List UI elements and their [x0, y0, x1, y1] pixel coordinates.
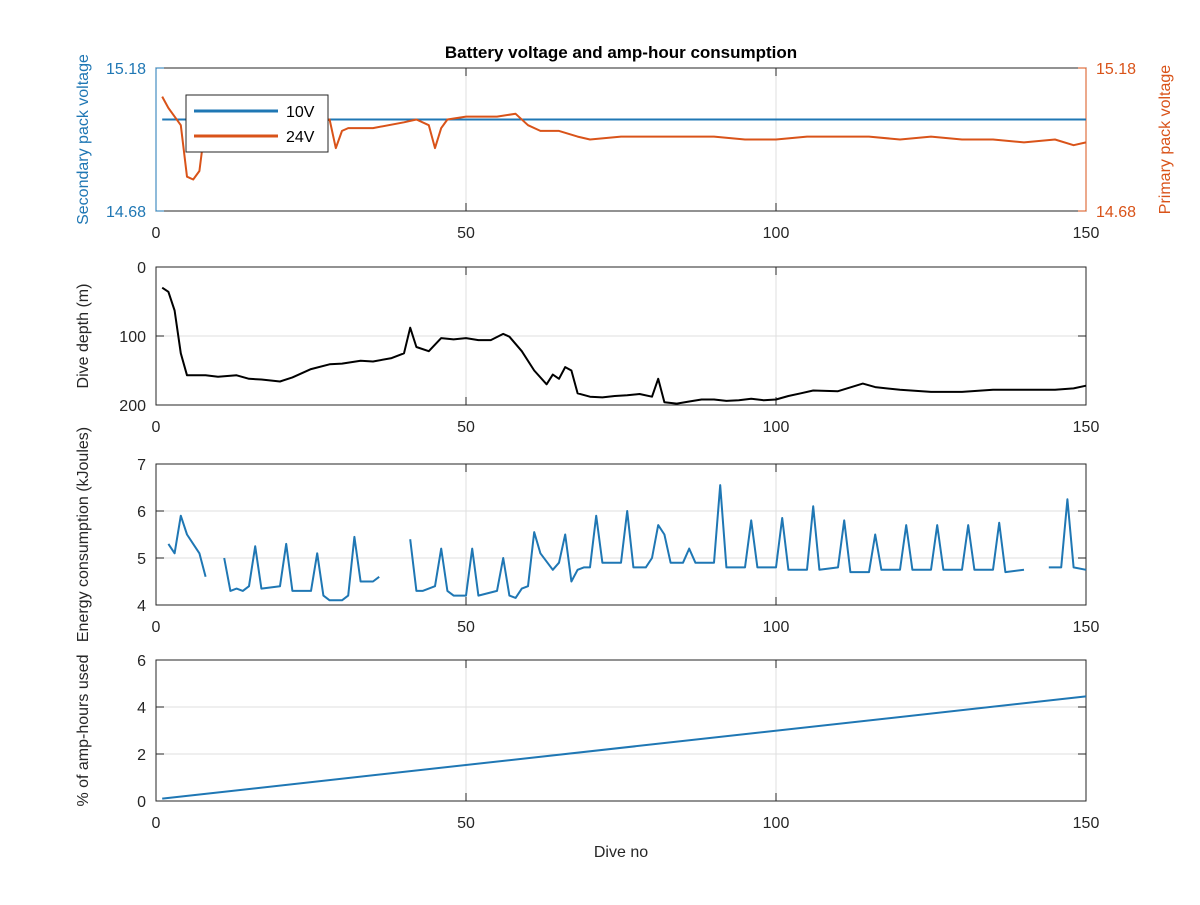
- subplot-2: 0 50 100 150 0 100 200 Dive depth (m): [75, 260, 1099, 436]
- x-tick-label: 50: [457, 619, 475, 636]
- series-line-series-1: [161, 286, 1087, 405]
- x-tick-label: 100: [763, 815, 790, 832]
- x-tick-label: 150: [1073, 619, 1100, 636]
- x-tick-label: 150: [1073, 815, 1100, 832]
- y2-tick-label: 15.18: [1096, 61, 1136, 78]
- y2-axis-label: Primary pack voltage: [1157, 65, 1174, 214]
- series-line-series-1: [162, 695, 1087, 800]
- x-tick-label: 0: [152, 419, 161, 436]
- y-tick-label: 200: [119, 398, 146, 415]
- y-tick-label: 0: [137, 260, 146, 277]
- legend-label-24v: 24V: [286, 129, 315, 146]
- y-tick-label: 5: [137, 551, 146, 568]
- y-tick-label: 100: [119, 329, 146, 346]
- y-axis-label: % of amp-hours used: [75, 654, 92, 806]
- x-tick-label: 150: [1073, 225, 1100, 242]
- legend-box: [185, 94, 329, 153]
- x-tick-label: 50: [457, 225, 475, 242]
- legend-label-10v: 10V: [286, 104, 315, 121]
- y-tick-label: 2: [137, 747, 146, 764]
- x-tick-label: 100: [763, 225, 790, 242]
- chart-title: Battery voltage and amp-hour consumption: [445, 43, 797, 62]
- y2-tick-label: 14.68: [1096, 204, 1136, 221]
- x-tick-label: 50: [457, 815, 475, 832]
- x-axis-label: Dive no: [594, 844, 648, 861]
- y-tick-label: 7: [137, 457, 146, 474]
- subplot-1: 0 50 100 150 14.68 15.18 14.68 15.18 Battery vol…: [75, 43, 1174, 242]
- subplot-3: 0 50 100 150 4 5 6 7 Energy consumption (kJoules…: [75, 427, 1099, 642]
- subplot-4: 0 50 100 150 0 2 4 6 % of amp-hours used Dive no: [75, 653, 1099, 861]
- x-tick-label: 100: [763, 419, 790, 436]
- axes-box: [155, 463, 1087, 606]
- x-tick-label: 0: [152, 815, 161, 832]
- y-axis-label: Dive depth (m): [75, 284, 92, 389]
- x-tick-label: 50: [457, 419, 475, 436]
- y-axis-label: Energy consumption (kJoules): [75, 427, 92, 642]
- x-tick-label: 0: [152, 619, 161, 636]
- y-tick-label: 4: [137, 700, 146, 717]
- axes-box: [155, 659, 1087, 802]
- y-tick-label: 0: [137, 794, 146, 811]
- series-line-segment-3: [409, 484, 1025, 599]
- x-tick-label: 100: [763, 619, 790, 636]
- y-tick-label: 15.18: [106, 61, 146, 78]
- y-tick-label: 6: [137, 653, 146, 670]
- y-axis-label: Secondary pack voltage: [75, 54, 92, 225]
- x-tick-label: 0: [152, 225, 161, 242]
- series-line-segment-1: [167, 514, 207, 578]
- series-line-segment-2: [223, 535, 380, 602]
- y-tick-label: 14.68: [106, 204, 146, 221]
- series-line-segment-4: [1048, 498, 1087, 571]
- y-tick-label: 6: [137, 504, 146, 521]
- x-tick-label: 150: [1073, 419, 1100, 436]
- y-tick-label: 4: [137, 598, 146, 615]
